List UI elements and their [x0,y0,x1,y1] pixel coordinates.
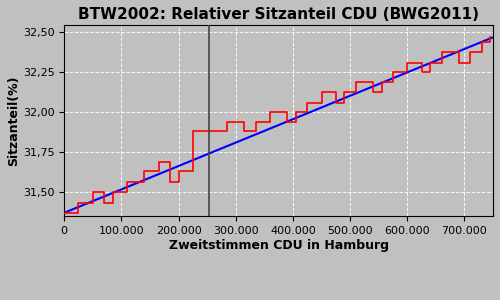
X-axis label: Zweitstimmen CDU in Hamburg: Zweitstimmen CDU in Hamburg [168,238,388,251]
Y-axis label: Sitzanteil(%): Sitzanteil(%) [7,75,20,166]
Title: BTW2002: Relativer Sitzanteil CDU (BWG2011): BTW2002: Relativer Sitzanteil CDU (BWG20… [78,7,479,22]
